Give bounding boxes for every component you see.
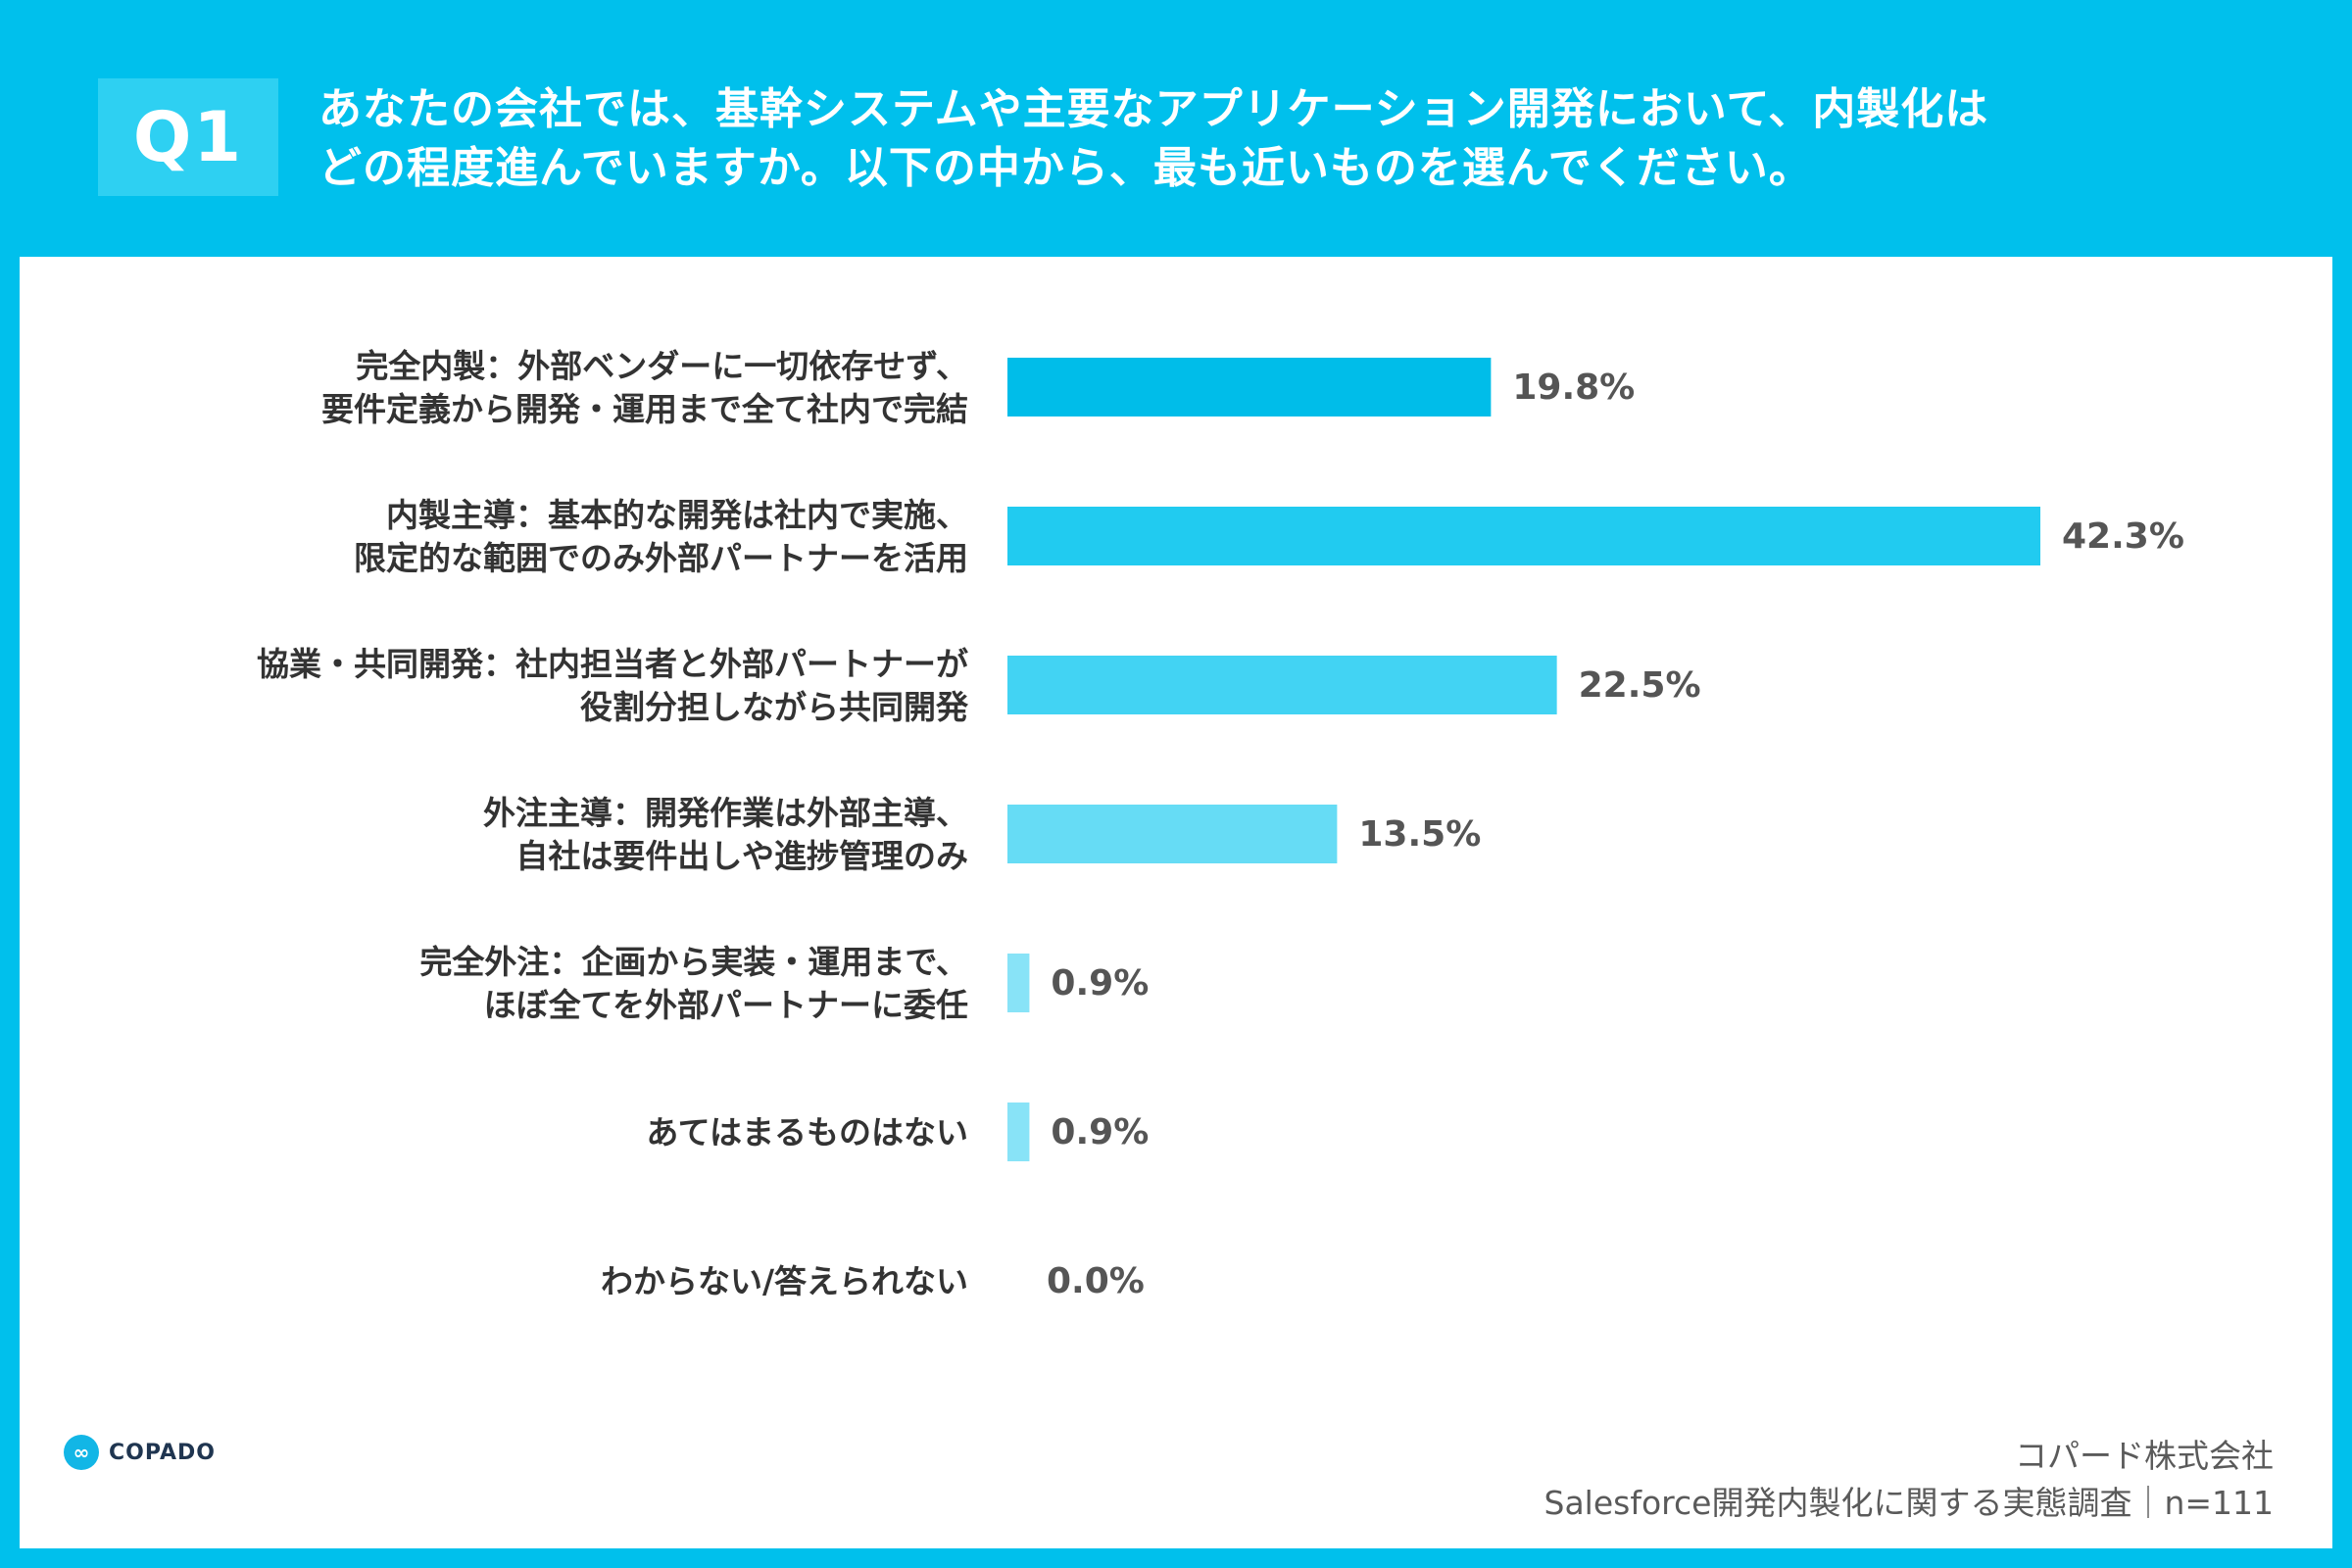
bar xyxy=(1007,358,1492,416)
category-label: 外注主導：開発作業は外部主導、 xyxy=(483,794,968,832)
bar xyxy=(1007,656,1557,714)
credit-survey: Salesforce開発内製化に関する実態調査｜n=111 xyxy=(1544,1484,2274,1522)
infinity-icon: ∞ xyxy=(64,1435,99,1470)
bar xyxy=(1007,805,1338,863)
category-label: 限定的な範囲でのみ外部パートナーを活用 xyxy=(354,539,968,577)
value-label: 13.5% xyxy=(1358,814,1481,855)
category-label: わからない/答えられない xyxy=(601,1262,968,1300)
category-label: 完全内製：外部ベンダーに一切依存せず、 xyxy=(356,347,968,385)
bar-chart: 完全内製：外部ベンダーに一切依存せず、要件定義から開発・運用まで全て社内で完結 1… xyxy=(257,347,2184,1301)
bar xyxy=(1007,954,1030,1012)
category-label: 要件定義から開発・運用まで全て社内で完結 xyxy=(321,390,968,428)
category-label: 内製主導：基本的な開発は社内で実施、 xyxy=(386,496,968,534)
question-text: あなたの会社では、基幹システムや主要なアプリケーション開発において、内製化は ど… xyxy=(318,80,2230,198)
credit-company: コパード株式会社 xyxy=(2015,1437,2274,1475)
bar xyxy=(1007,1102,1030,1161)
chart-panel: 完全内製：外部ベンダーに一切依存せず、要件定義から開発・運用まで全て社内で完結 1… xyxy=(20,257,2332,1548)
value-label: 0.9% xyxy=(1051,963,1149,1004)
value-label: 22.5% xyxy=(1579,665,1701,706)
copado-logo: ∞ COPADO xyxy=(64,1435,216,1470)
question-line-2: どの程度進んでいますか。以下の中から、最も近いものを選んでください。 xyxy=(318,143,1813,193)
category-label: 自社は要件出しや進捗管理のみ xyxy=(515,837,968,875)
logo-text: COPADO xyxy=(109,1440,216,1465)
source-credit: コパード株式会社 Salesforce開発内製化に関する実態調査｜n=111 xyxy=(1544,1433,2274,1527)
category-label: ほぼ全てを外部パートナーに委任 xyxy=(484,986,968,1024)
value-label: 0.9% xyxy=(1051,1112,1149,1152)
question-line-1: あなたの会社では、基幹システムや主要なアプリケーション開発において、内製化は xyxy=(318,84,1989,134)
category-label: あてはまるものはない xyxy=(646,1113,968,1152)
category-label: 完全外注：企画から実装・運用まで、 xyxy=(419,943,968,981)
question-number-badge: Q1 xyxy=(98,78,278,196)
category-label: 役割分担しながら共同開発 xyxy=(580,688,969,726)
value-label: 0.0% xyxy=(1047,1261,1145,1301)
value-label: 42.3% xyxy=(2062,516,2184,557)
category-label: 協業・共同開発：社内担当者と外部パートナーが xyxy=(257,645,968,683)
bar xyxy=(1007,507,2040,565)
value-label: 19.8% xyxy=(1512,368,1635,408)
